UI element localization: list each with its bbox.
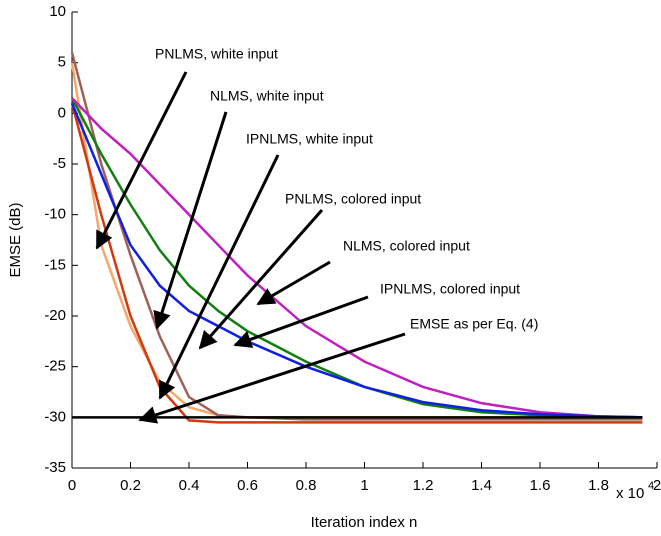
y-tick-label: -5	[53, 155, 66, 172]
series-line	[70, 102, 643, 419]
series-annotation: PNLMS, colored input	[285, 191, 421, 207]
annotation-arrow	[233, 295, 369, 348]
x-tick-label: 1.8	[588, 477, 609, 494]
y-tick-label: 5	[58, 54, 66, 71]
series-line	[70, 102, 643, 424]
series-annotation: PNLMS, white input	[155, 46, 278, 62]
y-tick-label: -35	[44, 459, 66, 476]
x-tick-label: 2	[653, 477, 661, 494]
x-tick-label: 1.6	[530, 477, 551, 494]
x-tick-label: 0.6	[237, 477, 258, 494]
x-tick-label: 1	[360, 477, 368, 494]
x-multiplier: x 10	[616, 485, 644, 502]
x-tick-label: 0.4	[179, 477, 200, 494]
y-tick-label: 0	[58, 104, 66, 121]
series-line	[71, 97, 643, 419]
y-tick-label: -25	[44, 358, 66, 375]
annotation-arrow	[256, 260, 331, 306]
series-annotation: IPNLMS, white input	[246, 131, 373, 147]
x-axis-label: Iteration index n	[311, 514, 418, 531]
series-annotation: NLMS, white input	[210, 88, 324, 104]
x-tick-label: 0.2	[120, 477, 141, 494]
x-multiplier-exponent: 4	[648, 480, 654, 492]
y-axis-label: EMSE (dB)	[7, 202, 24, 277]
y-tick-label: -20	[44, 307, 66, 324]
annotation-arrow	[198, 209, 324, 350]
series-annotation: IPNLMS, colored input	[380, 281, 520, 297]
series-annotation: NLMS, colored input	[343, 238, 470, 254]
series-line	[70, 52, 643, 421]
annotation-arrow	[153, 111, 228, 330]
y-tick-label: 10	[49, 3, 66, 20]
series-annotation: EMSE as per Eq. (4)	[410, 316, 538, 332]
annotation-arrow	[95, 71, 188, 250]
x-tick-label: 1.4	[471, 477, 492, 494]
annotation-arrow	[158, 154, 280, 400]
y-tick-label: -15	[44, 256, 66, 273]
y-tick-label: -10	[44, 206, 66, 223]
x-tick-label: 0.8	[296, 477, 317, 494]
y-tick-label: -30	[44, 408, 66, 425]
x-tick-label: 0	[68, 477, 76, 494]
x-tick-label: 1.2	[413, 477, 434, 494]
annotation-arrow	[138, 332, 406, 424]
